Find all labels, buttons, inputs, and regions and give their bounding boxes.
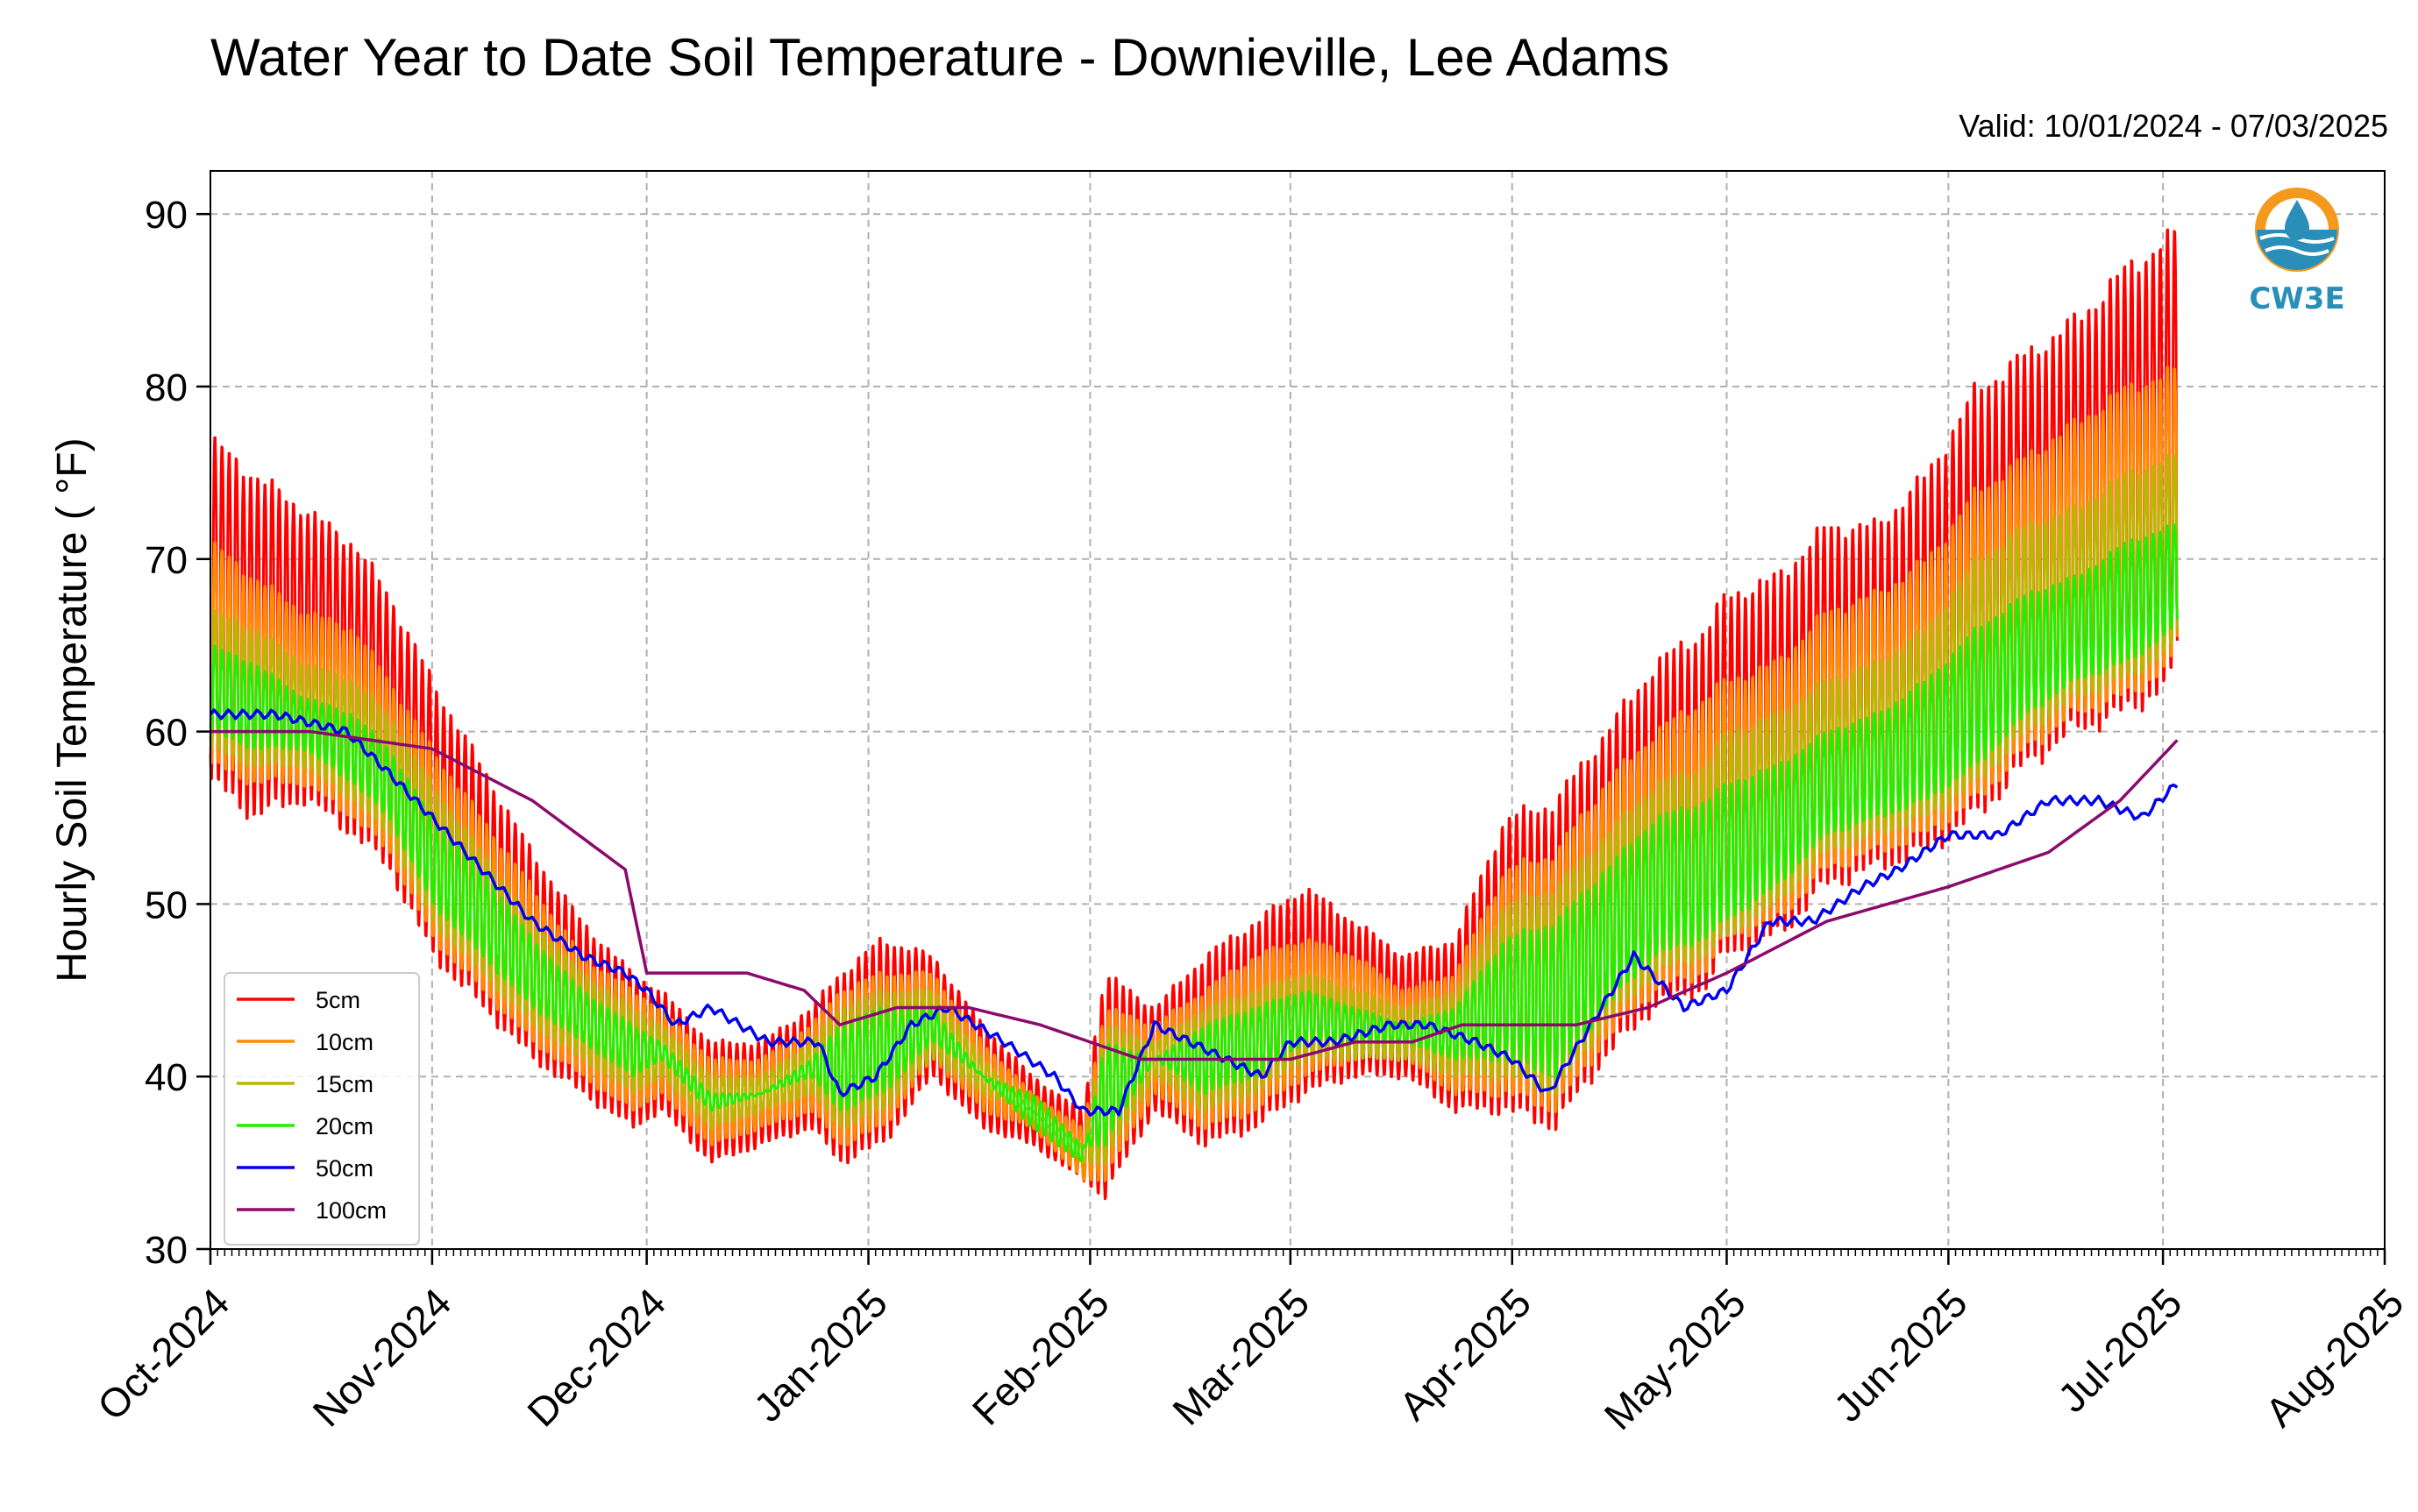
x-minor-ticks <box>210 1249 2386 1256</box>
x-tick-label: Jul-2025 <box>2049 1280 2191 1422</box>
legend-label-20cm: 20cm <box>316 1113 373 1139</box>
chart-title: Water Year to Date Soil Temperature - Do… <box>210 28 1670 87</box>
series-bands <box>209 228 2179 1201</box>
legend-label-50cm: 50cm <box>316 1155 373 1182</box>
logo-text: CW3E <box>2249 281 2344 316</box>
x-tick-label: Jan-2025 <box>745 1280 896 1430</box>
x-axis: Oct-2024 Nov-2024 Dec-2024 Jan-2025 Feb-2025… <box>89 1249 2413 1438</box>
x-tick-label: Dec-2024 <box>518 1280 674 1436</box>
series-line-20cm <box>209 523 2179 1163</box>
cw3e-logo: CW3E <box>2249 188 2345 316</box>
y-tick-label: 30 <box>145 1229 188 1272</box>
x-tick-label: Mar-2025 <box>1163 1280 1318 1434</box>
logo-wave-2 <box>2265 245 2329 256</box>
x-tick-label: May-2025 <box>1596 1280 1754 1438</box>
x-tick-label: Feb-2025 <box>964 1280 1118 1434</box>
valid-date-range: Valid: 10/01/2024 - 07/03/2025 <box>1959 108 2388 144</box>
legend-label-5cm: 5cm <box>316 987 360 1013</box>
series-lines <box>209 708 2179 1117</box>
y-tick-label: 70 <box>145 539 188 582</box>
y-tick-label: 40 <box>145 1056 188 1099</box>
y-tick-label: 90 <box>145 194 188 237</box>
y-tick-label: 50 <box>145 884 188 926</box>
legend-label-10cm: 10cm <box>316 1029 373 1055</box>
x-tick-label: Apr-2025 <box>1390 1280 1540 1430</box>
y-axis: 30 40 50 60 70 80 90 <box>145 194 210 1272</box>
x-tick-label: Jun-2025 <box>1824 1280 1975 1430</box>
series-line-100cm <box>210 729 2179 1061</box>
x-tick-label: Aug-2025 <box>2257 1280 2413 1436</box>
series-line-50cm <box>209 708 2179 1117</box>
water-drop-icon <box>2285 200 2309 240</box>
legend-label-15cm: 15cm <box>316 1071 373 1097</box>
legend-label-100cm: 100cm <box>316 1197 387 1224</box>
y-tick-label: 60 <box>145 712 188 755</box>
x-tick-label: Nov-2024 <box>304 1280 460 1436</box>
x-tick-label: Oct-2024 <box>89 1280 238 1430</box>
legend: 5cm 10cm 15cm 20cm 50cm 100cm <box>224 972 420 1246</box>
y-tick-label: 80 <box>145 366 188 409</box>
y-axis-label: Hourly Soil Temperature ( °F) <box>49 437 96 982</box>
